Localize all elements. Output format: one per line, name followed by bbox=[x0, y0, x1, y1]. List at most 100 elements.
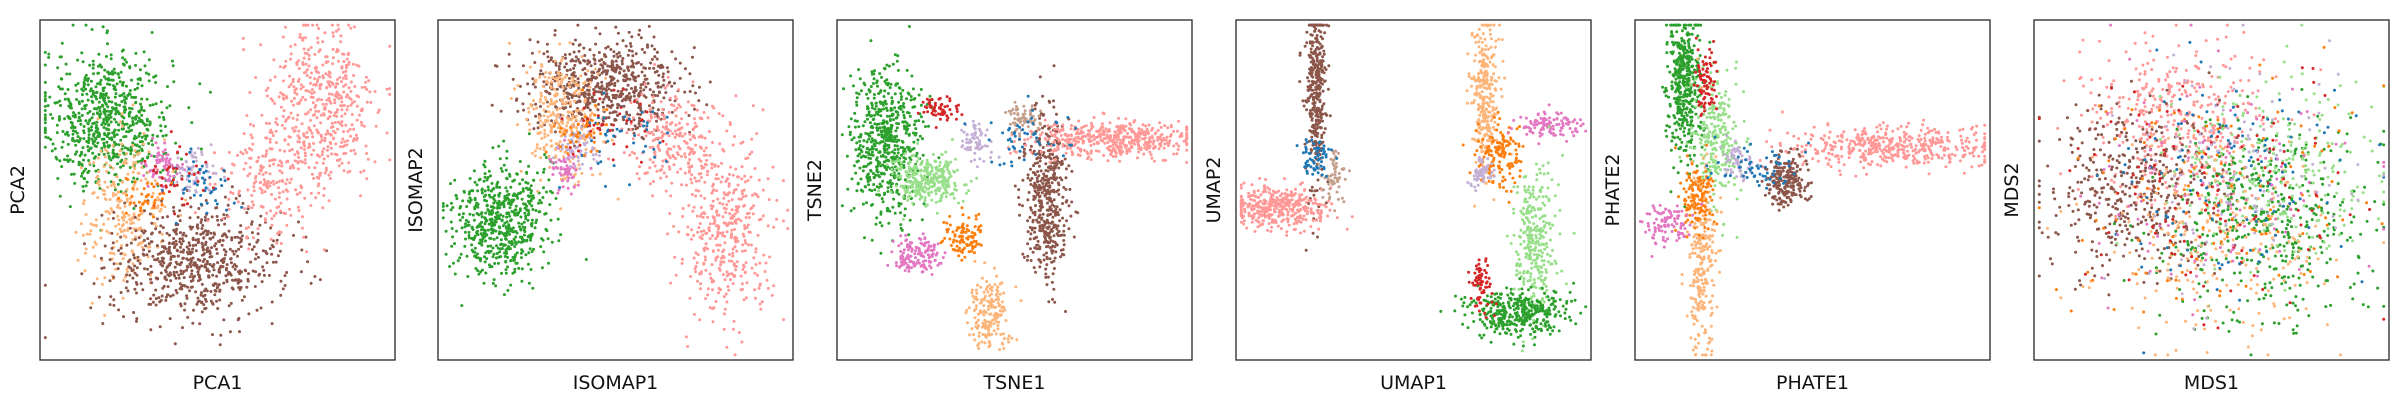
scatter-point bbox=[591, 127, 595, 131]
scatter-point bbox=[595, 84, 599, 87]
scatter-point bbox=[130, 194, 134, 198]
scatter-point bbox=[250, 148, 254, 152]
scatter-point bbox=[336, 23, 340, 27]
scatter-point bbox=[179, 213, 183, 217]
scatter-point bbox=[340, 65, 344, 69]
scatter-point bbox=[616, 103, 620, 106]
scatter-point bbox=[656, 81, 660, 85]
scatter-point bbox=[486, 244, 490, 248]
scatter-point bbox=[688, 72, 692, 76]
scatter-point bbox=[635, 101, 639, 104]
scatter-point bbox=[552, 156, 555, 160]
scatter-point bbox=[275, 117, 278, 121]
scatter-point bbox=[140, 105, 144, 109]
scatter-point bbox=[203, 218, 207, 222]
scatter-point bbox=[89, 222, 93, 226]
scatter-point bbox=[684, 335, 688, 339]
scatter-point bbox=[111, 192, 115, 195]
scatter-point bbox=[302, 56, 306, 60]
scatter-point bbox=[721, 273, 725, 276]
scatter-point bbox=[154, 81, 158, 84]
scatter-point bbox=[137, 236, 141, 240]
scatter-point bbox=[731, 327, 735, 331]
scatter-point bbox=[705, 158, 709, 162]
scatter-point bbox=[182, 231, 186, 235]
scatter-point bbox=[98, 132, 102, 136]
scatter-point bbox=[208, 175, 212, 179]
scatter-point bbox=[746, 243, 750, 247]
scatter-point bbox=[593, 113, 597, 117]
scatter-point bbox=[771, 165, 775, 169]
scatter-point bbox=[349, 103, 353, 107]
scatter-point bbox=[687, 114, 691, 117]
scatter-point bbox=[117, 76, 121, 79]
scatter-point bbox=[365, 152, 369, 155]
scatter-point bbox=[295, 192, 299, 196]
scatter-point bbox=[494, 220, 498, 224]
scatter-point bbox=[493, 194, 497, 197]
scatter-point bbox=[568, 160, 572, 164]
scatter-point bbox=[736, 207, 739, 211]
scatter-point bbox=[103, 197, 107, 201]
scatter-point bbox=[713, 219, 717, 223]
scatter-point bbox=[355, 118, 359, 122]
scatter-point bbox=[185, 245, 189, 249]
scatter-point bbox=[453, 242, 457, 246]
scatter-point bbox=[582, 81, 586, 85]
scatter-point bbox=[622, 87, 625, 91]
scatter-point bbox=[190, 121, 194, 125]
scatter-point bbox=[119, 252, 123, 256]
scatter-point bbox=[667, 147, 670, 151]
scatter-point bbox=[652, 66, 656, 70]
scatter-point bbox=[604, 95, 608, 99]
scatter-point bbox=[43, 113, 47, 117]
scatter-point bbox=[573, 164, 577, 168]
scatter-point bbox=[600, 58, 604, 61]
scatter-point bbox=[131, 186, 135, 190]
scatter-point bbox=[724, 207, 728, 211]
scatter-point bbox=[297, 129, 301, 133]
scatter-point bbox=[473, 198, 477, 202]
scatter-point bbox=[142, 121, 145, 125]
scatter-point bbox=[491, 246, 495, 250]
scatter-point bbox=[159, 100, 163, 104]
scatter-point bbox=[750, 150, 754, 154]
scatter-point bbox=[551, 111, 555, 115]
scatter-point bbox=[576, 23, 580, 27]
scatter-point bbox=[102, 192, 106, 196]
scatter-point bbox=[598, 32, 602, 36]
scatter-point bbox=[538, 72, 542, 76]
scatter-point bbox=[466, 199, 470, 203]
scatter-point bbox=[172, 209, 176, 213]
scatter-point bbox=[703, 136, 707, 140]
scatter-point bbox=[565, 124, 569, 128]
scatter-point bbox=[669, 281, 673, 285]
scatter-point bbox=[291, 80, 295, 84]
scatter-point bbox=[674, 273, 678, 277]
scatter-point bbox=[489, 244, 493, 248]
scatter-point bbox=[284, 118, 288, 122]
scatter-point bbox=[202, 181, 206, 185]
scatter-point bbox=[484, 271, 488, 275]
scatter-point bbox=[121, 257, 125, 261]
scatter-point bbox=[277, 205, 281, 209]
scatter-point bbox=[166, 172, 170, 176]
scatter-point bbox=[668, 167, 672, 171]
scatter-point bbox=[472, 218, 476, 222]
scatter-point bbox=[186, 250, 189, 254]
scatter-point bbox=[142, 174, 146, 177]
scatter-point bbox=[232, 163, 236, 167]
scatter-point bbox=[483, 175, 487, 179]
scatter-point bbox=[122, 162, 126, 165]
scatter-point bbox=[226, 203, 230, 207]
scatter-point bbox=[224, 268, 228, 272]
scatter-point bbox=[130, 78, 133, 82]
scatter-point bbox=[491, 255, 495, 259]
scatter-point bbox=[50, 149, 54, 153]
scatter-point bbox=[662, 117, 666, 121]
scatter-point bbox=[618, 112, 622, 116]
scatter-point bbox=[191, 155, 195, 159]
scatter-point bbox=[107, 231, 111, 235]
scatter-point bbox=[500, 219, 504, 223]
